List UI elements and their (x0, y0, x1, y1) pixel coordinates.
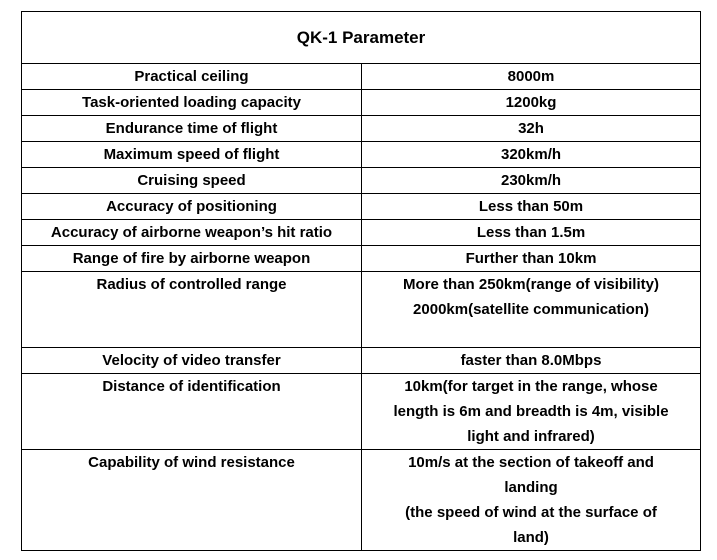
parameter-table-container: QK-1 Parameter Practical ceiling 8000m T… (20, 11, 702, 551)
value-line: faster than 8.0Mbps (460, 352, 602, 369)
parameter-value: More than 250km(range of visibility) 200… (360, 271, 702, 348)
value-line: Less than 1.5m (476, 224, 586, 241)
parameter-label: Cruising speed (21, 167, 362, 194)
value-line: landing (504, 479, 558, 496)
value-line: 10m/s at the section of takeoff and (408, 454, 654, 471)
parameter-label: Accuracy of airborne weapon’s hit ratio (21, 219, 362, 246)
table-row: Distance of identification 10km(for targ… (21, 373, 702, 450)
table-title: QK-1 Parameter (20, 11, 702, 64)
parameter-value: faster than 8.0Mbps (360, 347, 702, 374)
parameter-label: Accuracy of positioning (21, 193, 362, 220)
table-row: Accuracy of airborne weapon’s hit ratio … (21, 219, 702, 246)
parameter-value: 32h (360, 115, 702, 142)
value-line: 8000m (507, 68, 555, 85)
parameter-label: Task-oriented loading capacity (21, 89, 362, 116)
value-line: 32h (518, 120, 544, 137)
parameter-label: Capability of wind resistance (21, 449, 362, 551)
table-row: Capability of wind resistance 10m/s at t… (21, 449, 702, 551)
value-line: Less than 50m (478, 198, 584, 215)
table-row: Endurance time of flight 32h (21, 115, 702, 142)
parameter-value: 1200kg (360, 89, 702, 116)
parameter-value: 8000m (360, 63, 702, 90)
parameter-label: Velocity of video transfer (21, 347, 362, 374)
value-line: 2000km(satellite communication) (413, 301, 649, 318)
table-row: Task-oriented loading capacity 1200kg (21, 89, 702, 116)
value-line: light and infrared) (467, 428, 595, 445)
value-line: length is 6m and breadth is 4m, visible (393, 403, 669, 420)
value-line: 10km(for target in the range, whose (404, 378, 658, 395)
table-row: Accuracy of positioning Less than 50m (21, 193, 702, 220)
value-line: 320km/h (500, 146, 562, 163)
value-line: land) (513, 529, 549, 546)
parameter-value: Further than 10km (360, 245, 702, 272)
parameter-value: 10km(for target in the range, whose leng… (360, 373, 702, 450)
value-line: Further than 10km (465, 250, 597, 267)
parameter-value: 230km/h (360, 167, 702, 194)
title-row: QK-1 Parameter (20, 11, 702, 64)
value-line: 230km/h (500, 172, 562, 189)
parameter-label: Distance of identification (21, 373, 362, 450)
table-row: Range of fire by airborne weapon Further… (21, 245, 702, 272)
table-row: Velocity of video transfer faster than 8… (21, 347, 702, 374)
parameter-label: Practical ceiling (21, 63, 362, 90)
parameter-value: 320km/h (360, 141, 702, 168)
value-line: 1200kg (505, 94, 557, 111)
parameter-label: Radius of controlled range (21, 271, 362, 348)
value-line: (the speed of wind at the surface of (405, 504, 657, 521)
parameter-value: Less than 1.5m (360, 219, 702, 246)
table-row: Radius of controlled range More than 250… (21, 271, 702, 348)
value-line: More than 250km(range of visibility) (403, 276, 659, 293)
parameter-label: Range of fire by airborne weapon (21, 245, 362, 272)
parameter-label: Endurance time of flight (21, 115, 362, 142)
parameter-value: Less than 50m (360, 193, 702, 220)
table-row: Practical ceiling 8000m (21, 63, 702, 90)
table-row: Maximum speed of flight 320km/h (21, 141, 702, 168)
table-row: Cruising speed 230km/h (21, 167, 702, 194)
parameter-label: Maximum speed of flight (21, 141, 362, 168)
parameter-value: 10m/s at the section of takeoff and land… (360, 449, 702, 551)
parameter-table: QK-1 Parameter Practical ceiling 8000m T… (20, 11, 702, 551)
